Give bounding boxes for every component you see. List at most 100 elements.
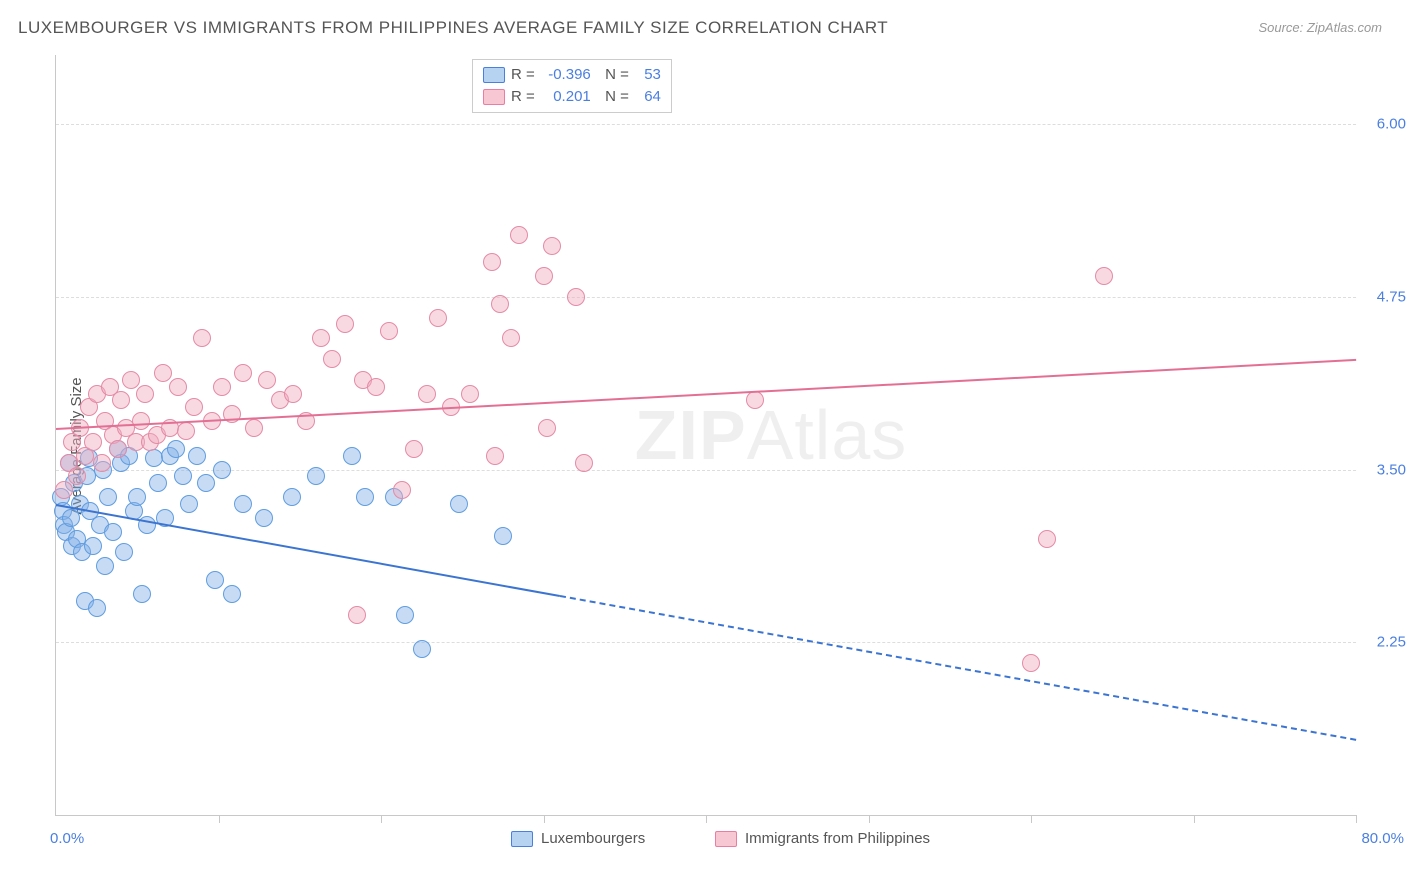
legend-label: Luxembourgers xyxy=(541,830,645,847)
y-tick-label: 2.25 xyxy=(1362,634,1406,651)
scatter-point xyxy=(307,467,325,485)
scatter-point xyxy=(283,488,301,506)
scatter-point xyxy=(413,640,431,658)
scatter-point xyxy=(343,447,361,465)
scatter-point xyxy=(213,461,231,479)
series-swatch xyxy=(483,67,505,83)
scatter-point xyxy=(502,329,520,347)
r-label: R = xyxy=(511,86,535,108)
scatter-point xyxy=(491,295,509,313)
gridline-vertical xyxy=(1194,815,1195,823)
scatter-point xyxy=(68,467,86,485)
gridline-horizontal xyxy=(56,124,1356,125)
scatter-point xyxy=(185,398,203,416)
scatter-point xyxy=(510,226,528,244)
scatter-point xyxy=(245,419,263,437)
n-value: 53 xyxy=(635,64,661,86)
scatter-point xyxy=(1022,654,1040,672)
scatter-point xyxy=(93,454,111,472)
gridline-horizontal xyxy=(56,642,1356,643)
legend-swatch xyxy=(715,831,737,847)
scatter-point xyxy=(169,378,187,396)
gridline-vertical xyxy=(1031,815,1032,823)
scatter-point xyxy=(284,385,302,403)
scatter-point xyxy=(84,537,102,555)
legend-label: Immigrants from Philippines xyxy=(745,830,930,847)
scatter-point xyxy=(258,371,276,389)
scatter-point xyxy=(483,253,501,271)
x-axis-max-label: 80.0% xyxy=(1361,830,1404,847)
scatter-point xyxy=(213,378,231,396)
scatter-point xyxy=(418,385,436,403)
scatter-point xyxy=(128,488,146,506)
scatter-point xyxy=(109,440,127,458)
scatter-point xyxy=(132,412,150,430)
scatter-point xyxy=(234,364,252,382)
gridline-horizontal xyxy=(56,470,1356,471)
scatter-point xyxy=(538,419,556,437)
scatter-point xyxy=(255,509,273,527)
scatter-point xyxy=(494,527,512,545)
trend-line xyxy=(560,595,1357,741)
legend-swatch xyxy=(511,831,533,847)
scatter-point xyxy=(486,447,504,465)
y-tick-label: 6.00 xyxy=(1362,116,1406,133)
r-label: R = xyxy=(511,64,535,86)
n-label: N = xyxy=(597,86,629,108)
source-attribution: Source: ZipAtlas.com xyxy=(1258,20,1382,35)
scatter-point xyxy=(223,585,241,603)
gridline-vertical xyxy=(1356,815,1357,823)
n-label: N = xyxy=(597,64,629,86)
gridline-vertical xyxy=(706,815,707,823)
scatter-point xyxy=(543,237,561,255)
scatter-point xyxy=(177,422,195,440)
legend-item: Luxembourgers xyxy=(511,830,645,847)
x-axis-min-label: 0.0% xyxy=(50,830,84,847)
scatter-point xyxy=(122,371,140,389)
scatter-point xyxy=(1038,530,1056,548)
scatter-point xyxy=(336,315,354,333)
gridline-horizontal xyxy=(56,297,1356,298)
scatter-point xyxy=(367,378,385,396)
scatter-point xyxy=(461,385,479,403)
scatter-point xyxy=(356,488,374,506)
scatter-point xyxy=(104,523,122,541)
n-value: 64 xyxy=(635,86,661,108)
scatter-point xyxy=(84,433,102,451)
scatter-point xyxy=(323,350,341,368)
scatter-point xyxy=(154,364,172,382)
stats-row: R =0.201 N =64 xyxy=(483,86,661,108)
scatter-point xyxy=(115,543,133,561)
stats-row: R = -0.396 N = 53 xyxy=(483,64,661,86)
scatter-point xyxy=(348,606,366,624)
y-tick-label: 3.50 xyxy=(1362,461,1406,478)
gridline-vertical xyxy=(869,815,870,823)
scatter-point xyxy=(380,322,398,340)
gridline-vertical xyxy=(381,815,382,823)
scatter-point xyxy=(405,440,423,458)
scatter-point xyxy=(193,329,211,347)
scatter-point xyxy=(429,309,447,327)
scatter-point xyxy=(393,481,411,499)
legend-item: Immigrants from Philippines xyxy=(715,830,930,847)
gridline-vertical xyxy=(544,815,545,823)
gridline-vertical xyxy=(219,815,220,823)
scatter-point xyxy=(575,454,593,472)
chart-title: LUXEMBOURGER VS IMMIGRANTS FROM PHILIPPI… xyxy=(18,18,888,38)
scatter-point xyxy=(450,495,468,513)
scatter-point xyxy=(99,488,117,506)
stats-legend-box: R =-0.396 N =53R =0.201 N =64 xyxy=(472,59,672,113)
scatter-point xyxy=(88,599,106,617)
scatter-point xyxy=(206,571,224,589)
scatter-point xyxy=(174,467,192,485)
scatter-point xyxy=(1095,267,1113,285)
watermark: ZIPAtlas xyxy=(635,395,908,475)
scatter-point xyxy=(535,267,553,285)
y-tick-label: 4.75 xyxy=(1362,288,1406,305)
r-value: -0.396 xyxy=(541,64,591,86)
scatter-point xyxy=(145,449,163,467)
scatter-point xyxy=(180,495,198,513)
chart-plot-area: 2.253.504.756.000.0%80.0%ZIPAtlasR =-0.3… xyxy=(55,55,1356,816)
scatter-point xyxy=(312,329,330,347)
scatter-point xyxy=(197,474,215,492)
